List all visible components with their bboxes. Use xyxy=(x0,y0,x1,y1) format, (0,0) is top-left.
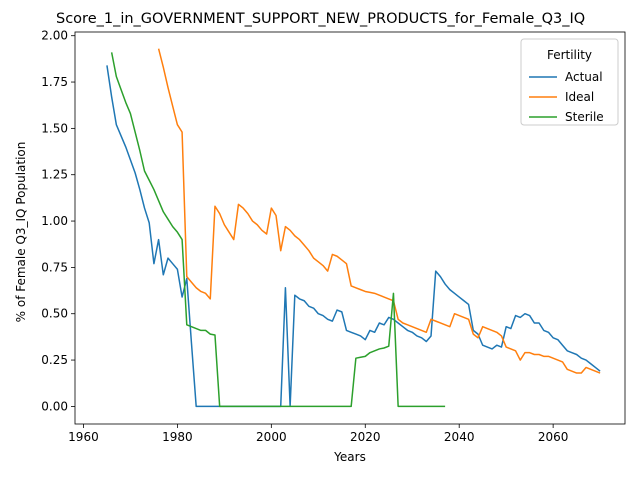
x-axis: 1960 1980 2000 2020 2040 2060 xyxy=(68,424,568,444)
series-line-sterile xyxy=(110,52,446,408)
y-tick-label: 1.00 xyxy=(41,214,68,228)
x-tick-label: 2060 xyxy=(538,430,569,444)
y-axis: 0.00 0.25 0.50 0.75 1.00 1.25 1.50 1.75 2.00 xyxy=(41,29,75,413)
y-tick-label: 0.00 xyxy=(41,399,68,413)
legend-box xyxy=(520,38,619,126)
y-tick-label: 2.00 xyxy=(41,29,68,43)
x-tick-label: 1980 xyxy=(162,430,193,444)
legend-title: Fertility xyxy=(547,48,592,62)
y-tick-label: 1.25 xyxy=(41,168,68,182)
y-axis-label: % of Female Q3_IQ Population xyxy=(14,142,28,323)
x-tick-label: 2040 xyxy=(444,430,475,444)
y-tick-label: 1.50 xyxy=(41,121,68,135)
legend-label-sterile: Sterile xyxy=(565,110,604,124)
legend-label-ideal: Ideal xyxy=(565,90,594,104)
x-tick-label: 1960 xyxy=(68,430,99,444)
legend: Fertility Actual Ideal Sterile xyxy=(520,38,619,126)
chart-title: Score_1_in_GOVERNMENT_SUPPORT_NEW_PRODUC… xyxy=(56,11,585,27)
plot-area xyxy=(74,31,626,425)
y-tick-label: 0.50 xyxy=(41,307,68,321)
x-tick-label: 2020 xyxy=(350,430,381,444)
series-line-ideal xyxy=(157,48,601,374)
y-tick-label: 0.75 xyxy=(41,260,68,274)
y-tick-label: 1.75 xyxy=(41,75,68,89)
legend-label-actual: Actual xyxy=(565,70,603,84)
series-line-actual xyxy=(106,65,601,408)
plot-frame xyxy=(74,31,626,425)
x-axis-label: Years xyxy=(333,450,366,464)
x-tick-label: 2000 xyxy=(256,430,287,444)
y-tick-label: 0.25 xyxy=(41,353,68,367)
